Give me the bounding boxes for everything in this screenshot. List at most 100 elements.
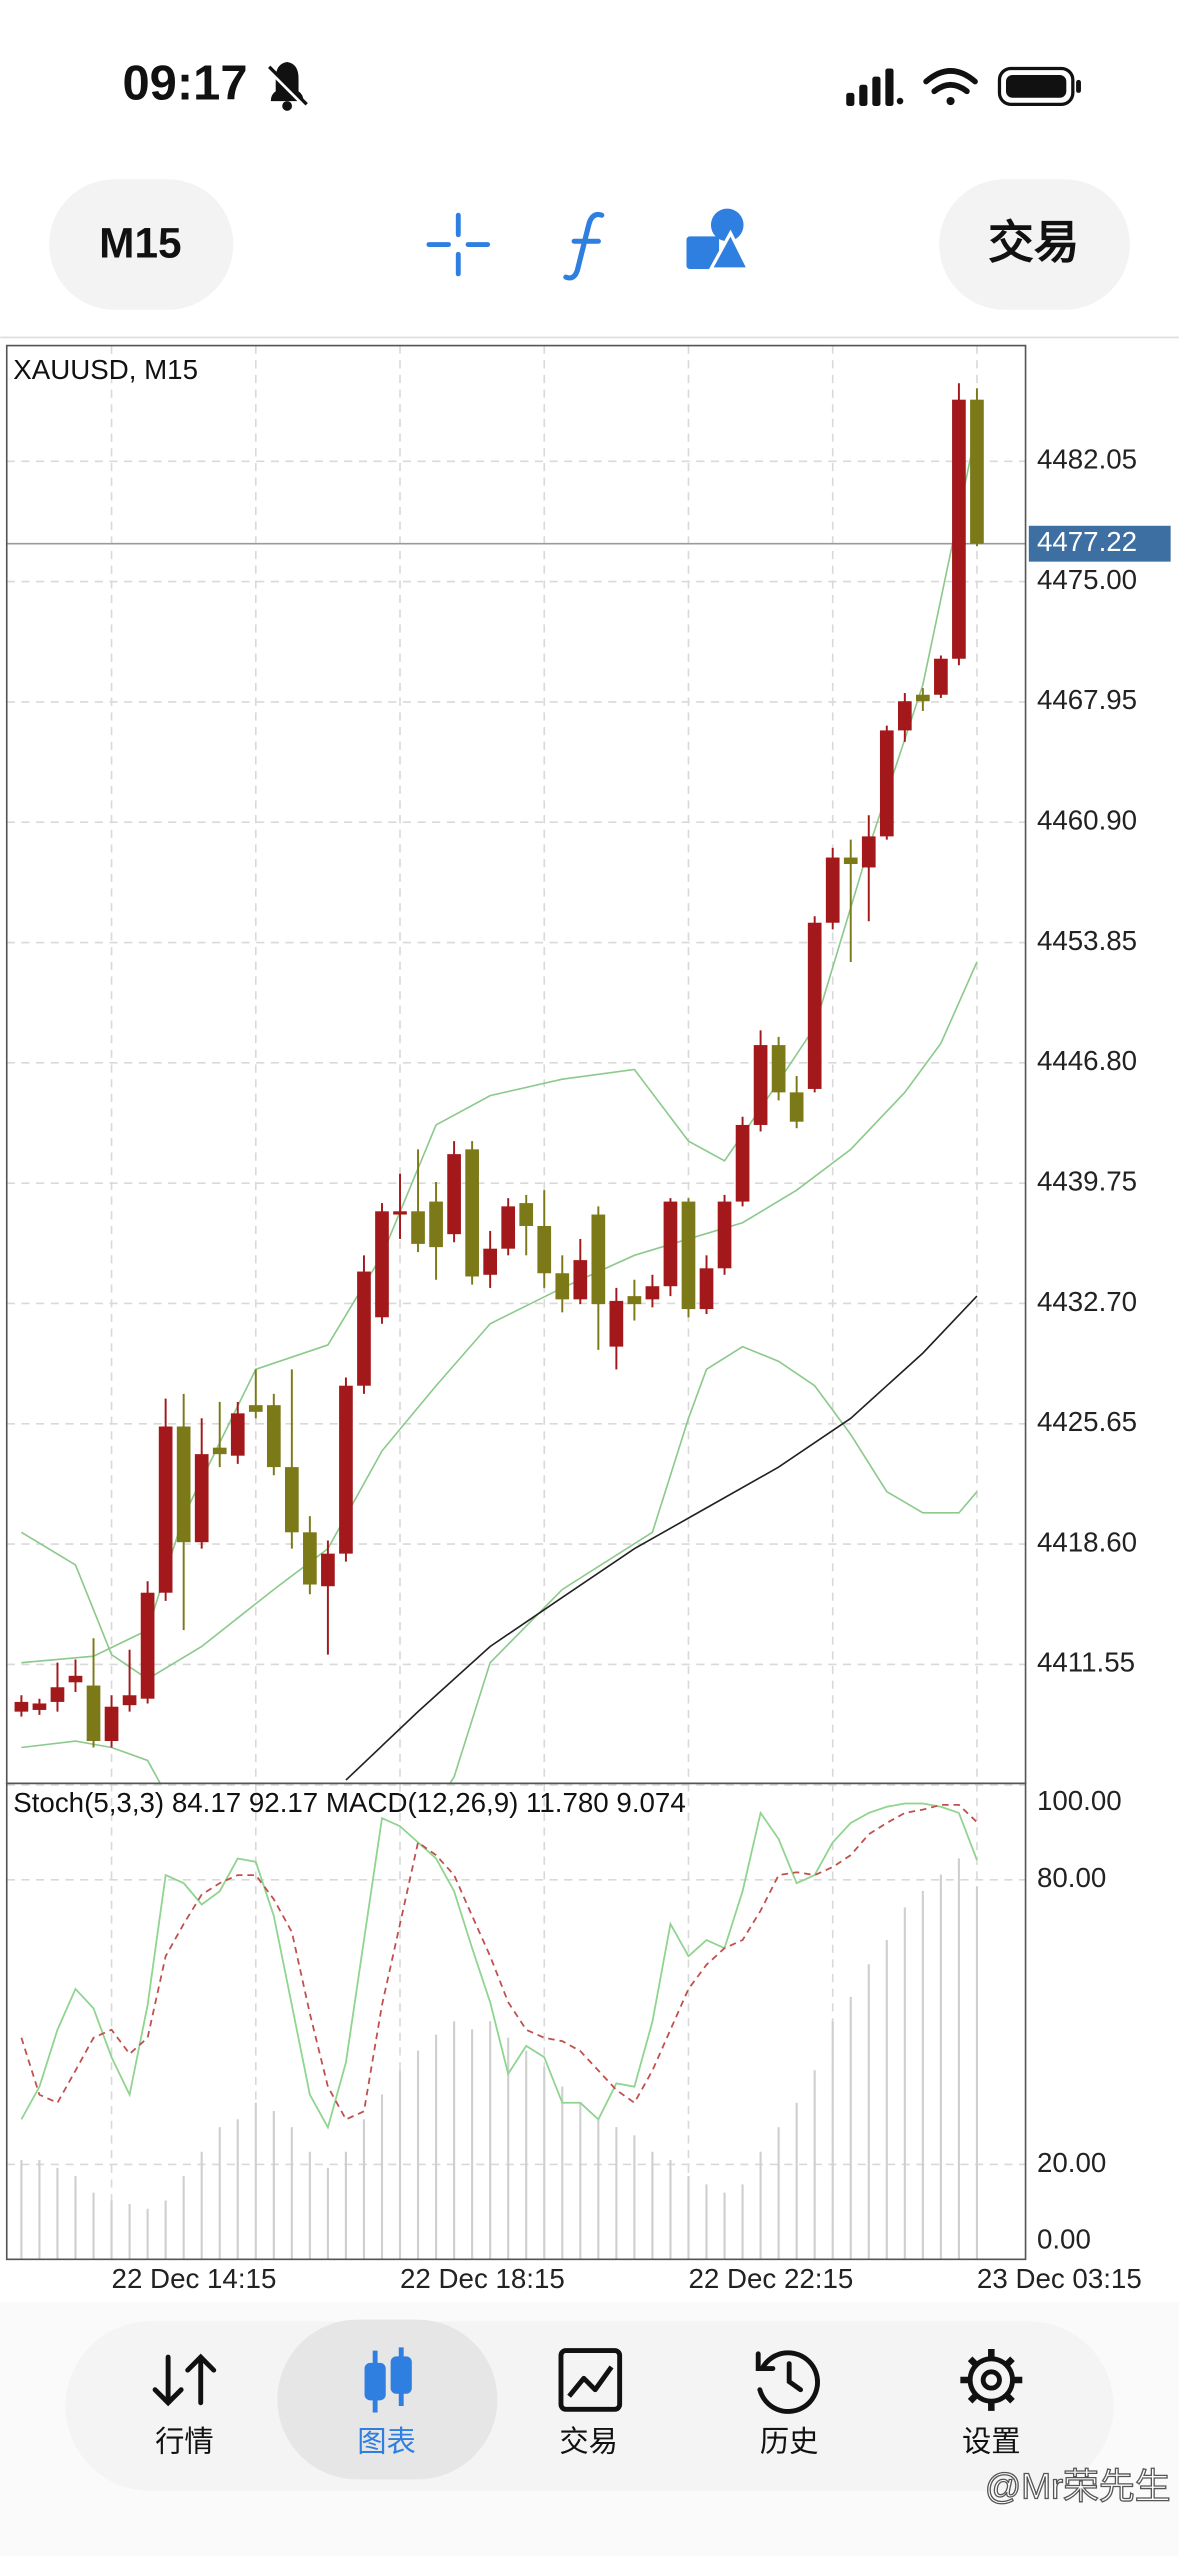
candle-body — [970, 399, 984, 544]
nav-label-active: 图表 — [357, 2425, 416, 2458]
y-tick-label: 4411.55 — [1037, 1647, 1135, 1678]
candle-body — [861, 836, 876, 868]
candle-body — [681, 1201, 696, 1310]
candle-body — [375, 1211, 389, 1318]
indicator-title: Stoch(5,3,3) 84.17 92.17 MACD(12,26,9) 1… — [13, 1787, 686, 1818]
y-tick-label: 4475.00 — [1037, 564, 1137, 595]
nav-settings[interactable] — [960, 2348, 1023, 2411]
indicator-line — [20, 1803, 978, 2121]
candle-body — [411, 1211, 425, 1244]
watermark: @Mr荣先生 — [985, 2467, 1171, 2507]
y-tick-label: 4418.60 — [1037, 1526, 1137, 1557]
nav-label: 设置 — [962, 2425, 1021, 2458]
candle-body — [194, 1454, 209, 1543]
candle-body — [50, 1687, 65, 1702]
candle-body — [699, 1268, 714, 1310]
candle-body — [825, 857, 840, 923]
candle-body — [176, 1426, 191, 1543]
signal-icon — [846, 68, 904, 106]
candle-body — [807, 922, 822, 1089]
candle-body — [609, 1300, 624, 1347]
indicator-line — [345, 1295, 978, 1781]
candle-body — [537, 1225, 552, 1274]
nav-chart[interactable] — [364, 2347, 412, 2413]
candle-body — [230, 1413, 245, 1456]
y-tick-label: 20.00 — [1037, 2147, 1106, 2178]
indicator-line — [21, 1345, 978, 1784]
nav-history[interactable] — [755, 2350, 820, 2414]
candle-body — [519, 1203, 534, 1226]
status-time: 09:17 — [122, 56, 247, 110]
candle-body — [573, 1260, 588, 1300]
nav-label: 历史 — [760, 2425, 819, 2458]
timeframe-label: M15 — [99, 219, 181, 266]
x-tick-label: 22 Dec 18:15 — [400, 2263, 565, 2294]
toolbar: M15 交易 — [0, 179, 1179, 339]
current-price-label: 4477.22 — [1037, 526, 1137, 557]
candle-body — [393, 1211, 407, 1215]
status-bar: 09:17 — [122, 56, 1081, 111]
indicator-button[interactable] — [563, 211, 605, 281]
nav-trade[interactable] — [558, 2348, 623, 2412]
candle-body — [627, 1296, 642, 1305]
x-tick-label: 23 Dec 03:15 — [977, 2263, 1142, 2294]
candle-body — [645, 1286, 660, 1300]
candle-body — [429, 1201, 443, 1248]
candle-body — [501, 1206, 516, 1249]
candle-body — [86, 1685, 101, 1742]
y-tick-label: 4460.90 — [1037, 805, 1137, 836]
candle-body — [753, 1045, 768, 1125]
y-tick-label: 4482.05 — [1037, 444, 1137, 475]
nav-label: 行情 — [155, 2425, 214, 2458]
candle-body — [789, 1092, 804, 1122]
nav-quotes[interactable] — [152, 2353, 217, 2407]
timeframe-button[interactable] — [49, 179, 234, 310]
chart-title: XAUUSD, M15 — [13, 354, 198, 385]
nav-bar — [65, 2321, 1114, 2491]
candle-body — [32, 1703, 47, 1710]
y-tick-label: 4467.95 — [1037, 684, 1137, 715]
candle-body — [14, 1701, 29, 1712]
candle-body — [897, 701, 912, 731]
current-price-box — [1028, 525, 1171, 562]
candle-body — [339, 1385, 353, 1554]
candle-body — [717, 1201, 732, 1269]
candle-body — [104, 1706, 119, 1742]
candle-body — [555, 1273, 570, 1300]
indicator-line — [20, 1802, 978, 2130]
candle-body — [879, 730, 894, 837]
candle-body — [843, 857, 858, 865]
nav-active-pill — [277, 2319, 498, 2480]
crosshair-button[interactable] — [426, 212, 491, 277]
y-tick-label: 0.00 — [1037, 2224, 1091, 2255]
y-tick-label: 4432.70 — [1037, 1286, 1137, 1317]
candle-body — [284, 1467, 299, 1533]
candle-body — [735, 1124, 750, 1202]
candle-body — [465, 1149, 479, 1277]
indicator-chart-frame — [5, 1782, 1027, 2261]
candle-body — [447, 1154, 461, 1235]
price-chart — [6, 383, 1026, 1784]
trade-label: 交易 — [988, 217, 1079, 268]
indicator-chart — [20, 1802, 979, 2260]
candle-body — [321, 1553, 335, 1587]
axis-labels: 4482.05 4475.00 4467.95 4460.90 4453.85 4446.… — [112, 444, 1171, 2294]
candles — [14, 383, 984, 1748]
candle-body — [140, 1592, 155, 1699]
candle-body — [916, 694, 930, 702]
trade-button[interactable] — [939, 179, 1130, 310]
nav-label: 交易 — [559, 2425, 618, 2458]
candle-body — [591, 1214, 606, 1305]
y-tick-label: 4425.65 — [1037, 1406, 1137, 1437]
objects-button[interactable] — [686, 208, 752, 271]
bell-muted-icon — [266, 61, 309, 111]
candle-body — [483, 1248, 498, 1275]
y-tick-label: 4453.85 — [1037, 925, 1137, 956]
candle-body — [357, 1271, 371, 1386]
x-tick-label: 22 Dec 22:15 — [688, 2263, 853, 2294]
x-tick-label: 22 Dec 14:15 — [112, 2263, 277, 2294]
battery-icon — [997, 66, 1081, 106]
candle-body — [122, 1695, 137, 1706]
